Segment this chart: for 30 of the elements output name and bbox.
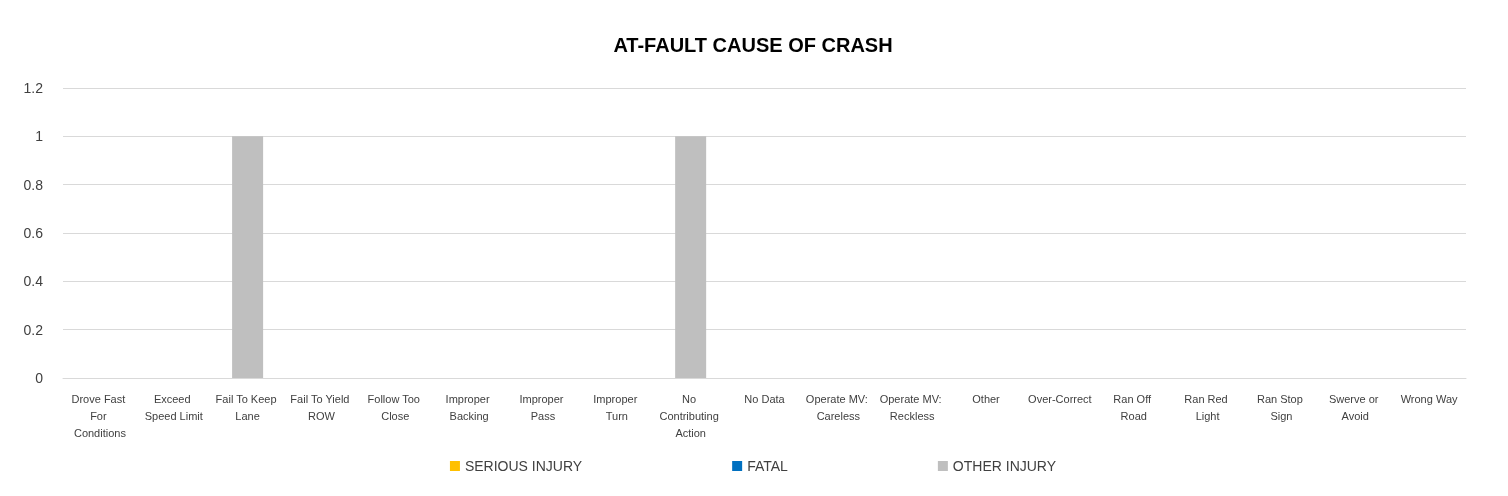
x-tick-label: No Data xyxy=(744,392,786,405)
y-tick-label: 1 xyxy=(35,128,44,145)
x-tick-label: Operate MV: Careless xyxy=(805,392,871,422)
x-tick-label: Ran Red Light xyxy=(1184,392,1231,422)
x-tick-label: Exceed Speed Limit xyxy=(144,392,203,422)
legend-label: OTHER INJURY xyxy=(952,458,1057,474)
y-tick-label: 1.2 xyxy=(23,80,44,96)
x-tick-label: Operate MV: Reckless xyxy=(879,392,945,422)
x-tick-label: Fail To Yield ROW xyxy=(290,392,353,422)
legend-label: FATAL xyxy=(747,458,789,474)
y-tick-label: 0.8 xyxy=(23,176,44,193)
x-tick-label: Wrong Way xyxy=(1400,392,1458,405)
chart-title: AT-FAULT CAUSE OF CRASH xyxy=(613,34,893,56)
x-tick-label: Improper Pass xyxy=(519,392,567,422)
x-tick-label: Improper Turn xyxy=(593,392,641,422)
legend-label: SERIOUS INJURY xyxy=(464,458,583,474)
x-tick-label: Ran Stop Sign xyxy=(1256,392,1306,422)
x-tick-label: Other xyxy=(972,392,1001,405)
y-tick-label: 0.4 xyxy=(23,273,44,290)
x-tick-label: No Contributing Action xyxy=(659,392,722,439)
x-tick-label: Over-Correct xyxy=(1028,392,1092,405)
y-tick-label: 0.6 xyxy=(23,225,44,241)
x-tick-label: Fail To Keep Lane xyxy=(215,392,280,422)
x-tick-label: Ran Off Road xyxy=(1113,392,1155,422)
x-tick-label: Improper Backing xyxy=(445,392,493,422)
x-tick-label: Follow Too Close xyxy=(367,392,424,422)
x-tick-label: Swerve or Avoid xyxy=(1328,392,1382,422)
x-tick-label: Drove Fast For Conditions xyxy=(71,392,129,439)
y-tick-label: 0 xyxy=(35,370,44,386)
y-tick-label: 0.2 xyxy=(23,321,44,338)
